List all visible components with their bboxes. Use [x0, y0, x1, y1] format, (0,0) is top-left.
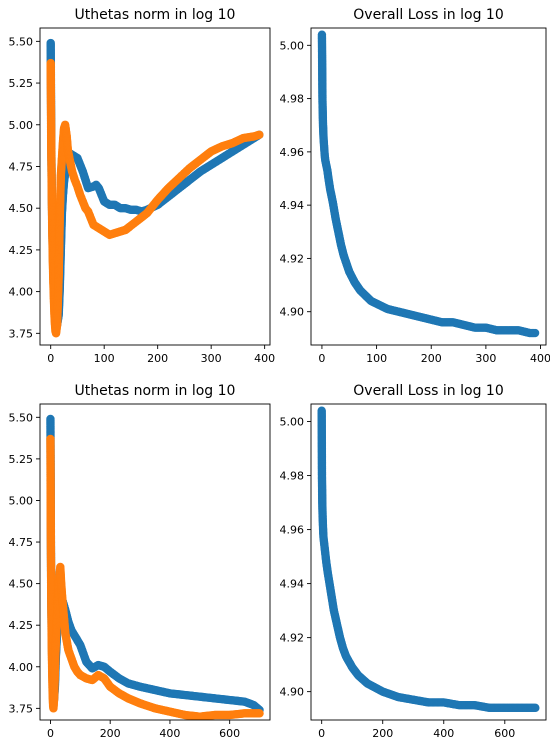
chart-0-series-1-point	[255, 130, 264, 139]
chart-2-y-tick-label: 3.75	[9, 702, 34, 715]
chart-0-y-tick-label: 5.00	[9, 119, 34, 132]
chart-1-x-tick-label: 100	[366, 352, 387, 365]
chart-0-y-tick-label: 5.50	[9, 35, 34, 48]
chart-1-y-tick-label: 4.94	[280, 199, 305, 212]
chart-2-plot-area	[46, 414, 264, 720]
chart-0-y-tick-label: 4.00	[9, 286, 34, 299]
chart-panel-bottom-right: Overall Loss in log 10 0 200 400 600 4.90 4.92…	[280, 383, 547, 740]
chart-2-y-tick-label: 4.50	[9, 578, 34, 591]
chart-0-plot-area	[46, 38, 264, 338]
chart-1-series-0	[317, 30, 540, 338]
chart-2-x-tick-label: 400	[159, 727, 180, 740]
chart-2-x-tick-label: 600	[219, 727, 240, 740]
chart-3-x-tick-label: 600	[494, 727, 515, 740]
chart-3-series-0-point	[531, 703, 540, 713]
chart-3-plot-area	[317, 406, 540, 713]
chart-3-y-tick-label: 4.90	[280, 686, 305, 699]
chart-panel-top-left: Uthetas norm in log 10 0 100 200 300 400 3.75 4…	[9, 7, 276, 365]
chart-0-y-tick-label: 5.25	[9, 77, 34, 90]
chart-3-y-tick-label: 4.92	[280, 632, 305, 645]
chart-3-y-tick-label: 4.94	[280, 578, 305, 591]
chart-1-y-tick-label: 4.98	[280, 93, 305, 106]
chart-2-axes-frame	[39, 403, 271, 721]
chart-2-y-tick-label: 5.00	[9, 494, 34, 507]
chart-1-plot-area	[317, 30, 540, 338]
chart-2-y-tick-label: 5.50	[9, 411, 34, 424]
chart-3-x-tick-label: 400	[433, 727, 454, 740]
chart-3-y-tick-label: 4.96	[280, 524, 305, 537]
chart-0-y-tick-label: 4.25	[9, 244, 34, 257]
chart-1-x-tick-label: 400	[530, 352, 550, 365]
chart-1-x-tick-label: 0	[318, 352, 325, 365]
chart-2-title: Uthetas norm in log 10	[75, 383, 236, 399]
chart-3-title: Overall Loss in log 10	[353, 383, 503, 399]
chart-0-y-tick-label: 4.50	[9, 202, 34, 215]
chart-1-title: Overall Loss in log 10	[353, 7, 503, 23]
chart-0-x-tick-label: 100	[94, 352, 115, 365]
chart-2-y-tick-label: 4.00	[9, 661, 34, 674]
chart-2-series-1	[46, 434, 264, 720]
chart-3-x-tick-label: 200	[372, 727, 393, 740]
chart-0-y-tick-label: 3.75	[9, 327, 34, 340]
chart-1-y-tick-label: 4.92	[280, 252, 305, 265]
chart-2-y-tick-label: 5.25	[9, 453, 34, 466]
chart-3-y-tick-label: 4.98	[280, 470, 305, 483]
chart-0-y-tick-label: 4.75	[9, 160, 34, 173]
chart-0-x-tick-label: 0	[47, 352, 54, 365]
chart-0-title: Uthetas norm in log 10	[75, 7, 236, 23]
chart-1-axes-frame	[310, 27, 547, 346]
chart-1-y-tick-label: 5.00	[280, 39, 305, 52]
chart-0-axes-frame	[39, 27, 271, 346]
chart-0-series-1	[46, 58, 264, 338]
chart-3-y-tick-label: 5.00	[280, 416, 305, 429]
chart-3-axes-frame	[310, 403, 547, 721]
chart-0-x-tick-label: 200	[147, 352, 168, 365]
chart-panel-bottom-left: Uthetas norm in log 10 0 200 400 600 3.75 4.00…	[9, 383, 271, 740]
chart-0-x-tick-label: 400	[254, 352, 275, 365]
chart-panel-top-right: Overall Loss in log 10 0 100 200 300 400 4.90 4…	[280, 7, 550, 365]
chart-2-y-tick-label: 4.75	[9, 536, 34, 549]
chart-1-y-tick-label: 4.90	[280, 306, 305, 319]
chart-0-x-tick-label: 300	[201, 352, 222, 365]
chart-3-series-0	[317, 406, 540, 713]
chart-1-x-tick-label: 300	[475, 352, 496, 365]
chart-2-series-1-point	[255, 709, 264, 718]
chart-2-y-tick-label: 4.25	[9, 619, 34, 632]
chart-2-x-tick-label: 200	[100, 727, 121, 740]
chart-1-series-0-point	[530, 328, 540, 338]
chart-1-x-tick-label: 200	[421, 352, 442, 365]
chart-3-x-tick-label: 0	[318, 727, 325, 740]
chart-1-y-tick-label: 4.96	[280, 146, 305, 159]
chart-2-x-tick-label: 0	[47, 727, 54, 740]
